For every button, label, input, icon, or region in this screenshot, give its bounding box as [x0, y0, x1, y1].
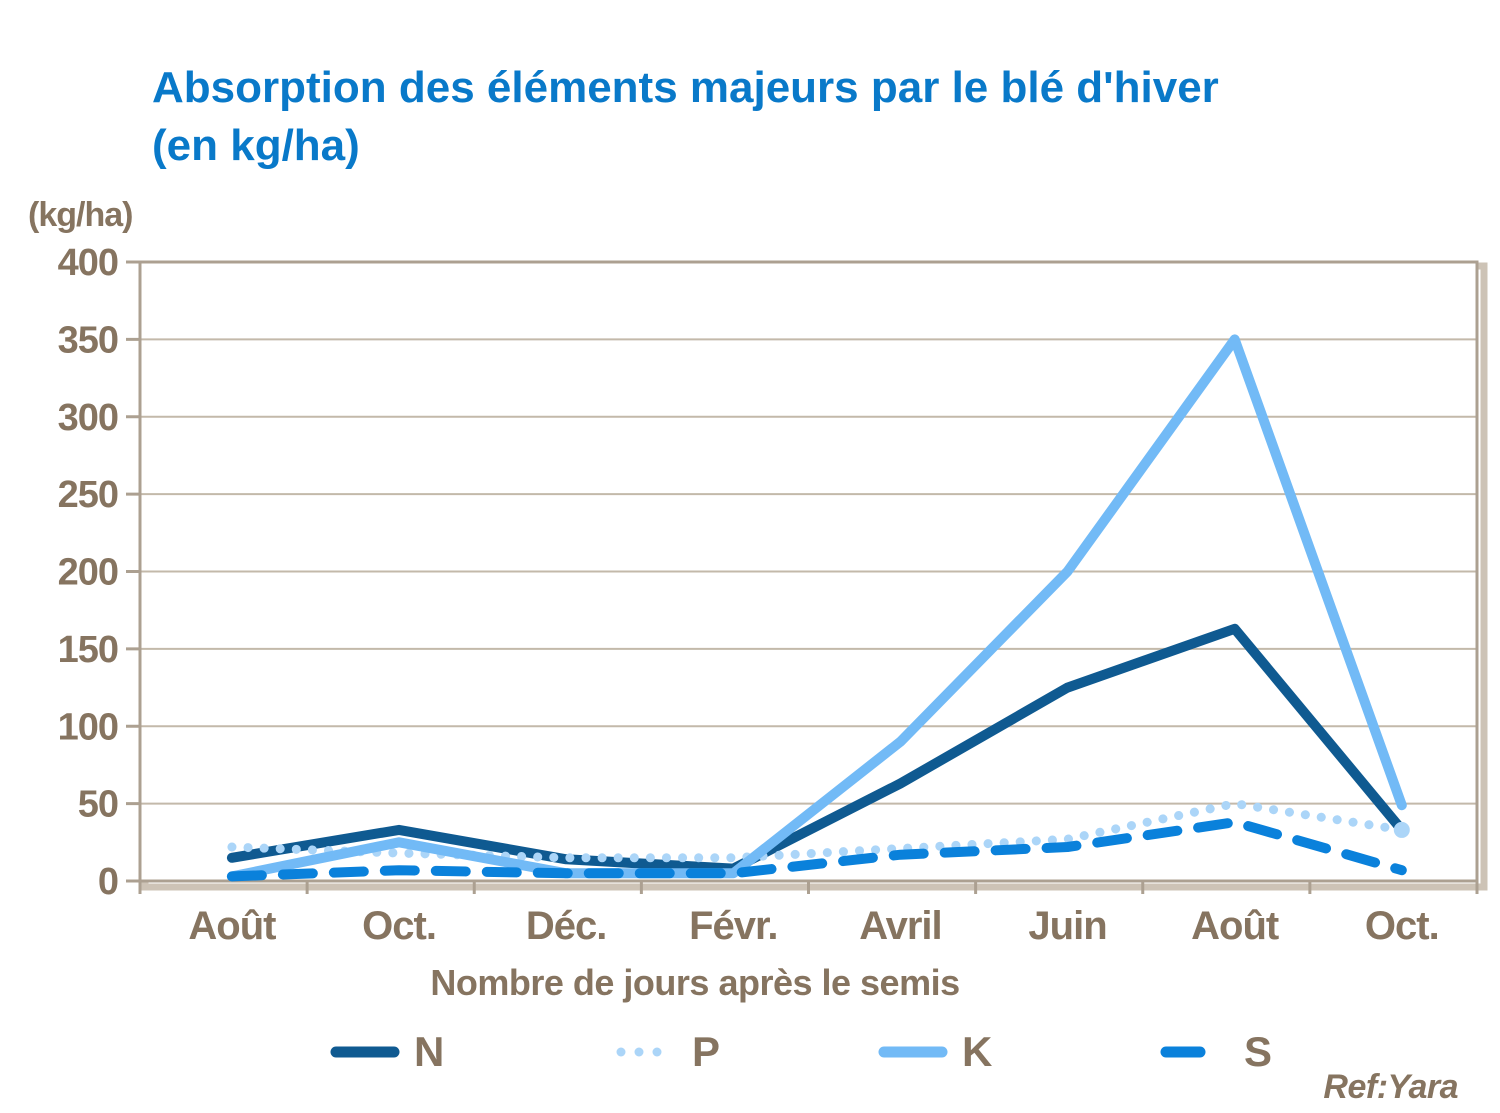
x-tick-label: Juin [1028, 904, 1106, 948]
chart-title-line1: Absorption des éléments majeurs par le b… [152, 63, 1219, 113]
legend-swatch-K [878, 1046, 948, 1058]
y-tick-label: 100 [58, 706, 118, 748]
x-tick-label: Oct. [1365, 904, 1439, 948]
legend-dot [616, 1047, 626, 1057]
y-tick-label: 0 [98, 861, 118, 903]
x-tick-label: Déc. [526, 904, 607, 948]
legend-label-N: N [414, 1028, 444, 1075]
series-line-S [226, 817, 1407, 882]
legend-swatch-N [330, 1046, 400, 1058]
chart-title: Absorption des éléments majeurs par le b… [152, 59, 1442, 173]
source-ref: Ref:Yara [1323, 1068, 1458, 1106]
x-tick-label: Févr. [689, 904, 777, 948]
y-tick-label: 200 [58, 552, 118, 594]
y-tick-label: 300 [58, 397, 118, 439]
y-tick-label: 350 [58, 319, 118, 361]
legend-label-S: S [1244, 1028, 1272, 1075]
legend-label-P: P [692, 1028, 720, 1075]
legend-item-N: N [330, 1028, 444, 1076]
series-line-P [227, 799, 1407, 863]
legend-dot [634, 1047, 644, 1057]
y-tick-label: 400 [58, 242, 118, 284]
x-tick-label: Avril [859, 904, 941, 948]
y-axis-unit-label: (kg/ha) [28, 196, 133, 234]
chart-title-line2: (en kg/ha) [152, 120, 360, 170]
x-tick-label: Août [1191, 904, 1279, 948]
legend-label-K: K [962, 1028, 992, 1075]
y-tick-label: 150 [58, 629, 118, 671]
legend-item-P: P [608, 1028, 720, 1076]
y-tick-label: 50 [78, 784, 118, 826]
x-tick-label: Août [188, 904, 276, 948]
series-line-K [226, 334, 1407, 882]
legend-item-K: K [878, 1028, 992, 1076]
y-tick-label: 250 [58, 474, 118, 516]
legend-swatch-S [1160, 1046, 1206, 1058]
x-axis-title: Nombre de jours après le semis [430, 962, 960, 1003]
plot-border [138, 260, 1479, 883]
series-end-marker-P [1393, 821, 1410, 838]
x-tick-label: Oct. [362, 904, 436, 948]
legend-swatch-P [616, 1047, 662, 1057]
legend-dot [652, 1047, 662, 1057]
legend-item-S: S [1160, 1028, 1272, 1076]
series-line-N [226, 623, 1407, 874]
